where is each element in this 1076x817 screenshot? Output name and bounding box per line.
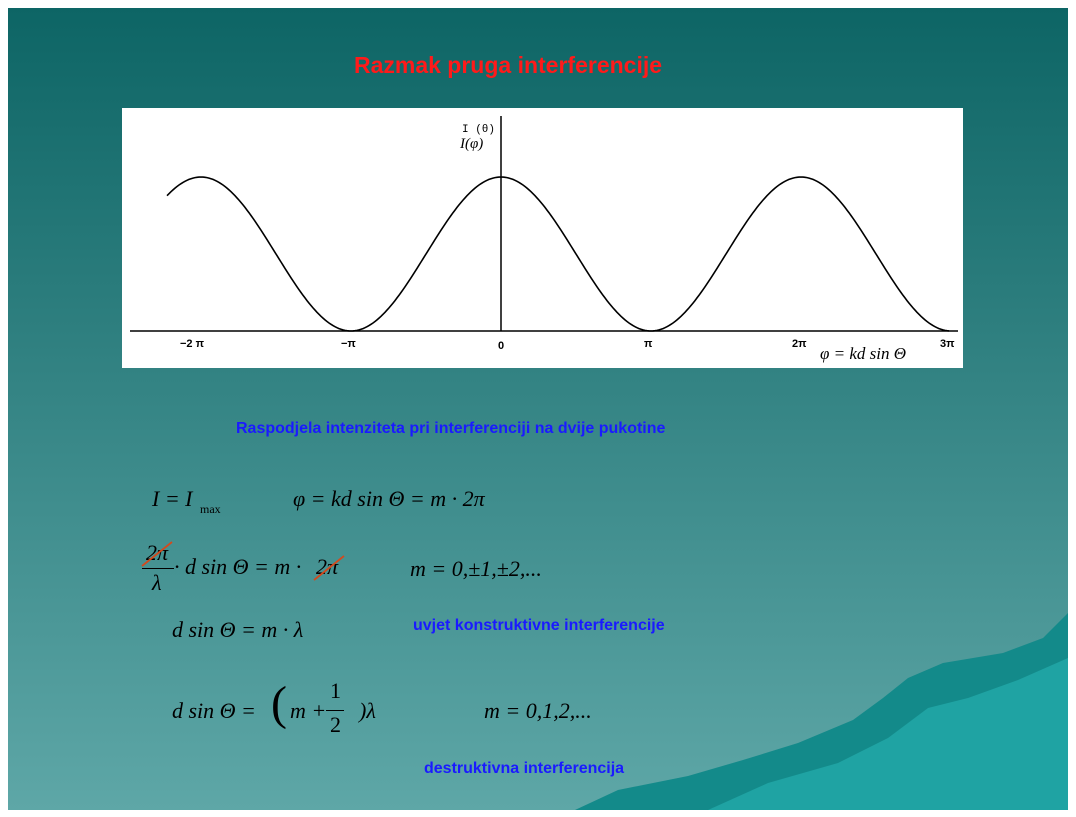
tick-label: −π xyxy=(341,338,356,350)
equation: · d sin Θ = m · xyxy=(174,554,302,579)
numerator: 2π xyxy=(146,540,169,565)
crossed-term: 2π xyxy=(316,554,339,579)
denominator: 2 xyxy=(330,712,341,737)
bracket: ( xyxy=(271,677,287,730)
tick-label: 3π xyxy=(940,338,955,350)
graph-drawing xyxy=(130,116,958,332)
equation: φ = kd sin Θ = m · 2π xyxy=(293,486,485,511)
decoration xyxy=(575,613,1068,810)
y-label: I(φ) xyxy=(460,136,484,152)
denominator: λ xyxy=(152,570,162,595)
equation: )λ xyxy=(359,698,376,723)
tick-label: −2 π xyxy=(180,338,205,350)
tick-label: 0 xyxy=(498,340,505,352)
equation: d sin Θ = m · λ xyxy=(172,617,304,642)
slide: Razmak pruga interferencije I (θ) I(φ) φ… xyxy=(8,8,1068,810)
tick-label: π xyxy=(644,338,653,350)
equation: m + xyxy=(290,698,327,723)
condition: m = 0,±1,±2,... xyxy=(410,556,542,581)
caption: Raspodjela intenziteta pri interferencij… xyxy=(236,420,666,437)
tick-label: 2π xyxy=(792,338,807,350)
intensity-curve xyxy=(166,176,950,332)
title: Razmak pruga interferencije xyxy=(353,52,663,78)
subscript: max xyxy=(200,502,221,516)
fraction-bar xyxy=(326,710,344,711)
equation: d sin Θ = xyxy=(172,698,256,723)
note: uvjet konstruktivne interferencije xyxy=(413,617,665,634)
x-label: φ = kd sin Θ xyxy=(820,344,907,363)
y-label-top: I (θ) xyxy=(462,124,496,136)
condition: m = 0,1,2,... xyxy=(484,698,592,723)
numerator: 1 xyxy=(330,678,341,703)
equation: I = I xyxy=(152,486,193,511)
wave-shape xyxy=(708,658,1068,810)
note: destruktivna interferencija xyxy=(424,760,625,777)
fraction-bar xyxy=(142,568,174,569)
graph: I (θ) I(φ) φ = kd sin Θ −2 π −π 0 π 2π 3… xyxy=(122,108,963,368)
